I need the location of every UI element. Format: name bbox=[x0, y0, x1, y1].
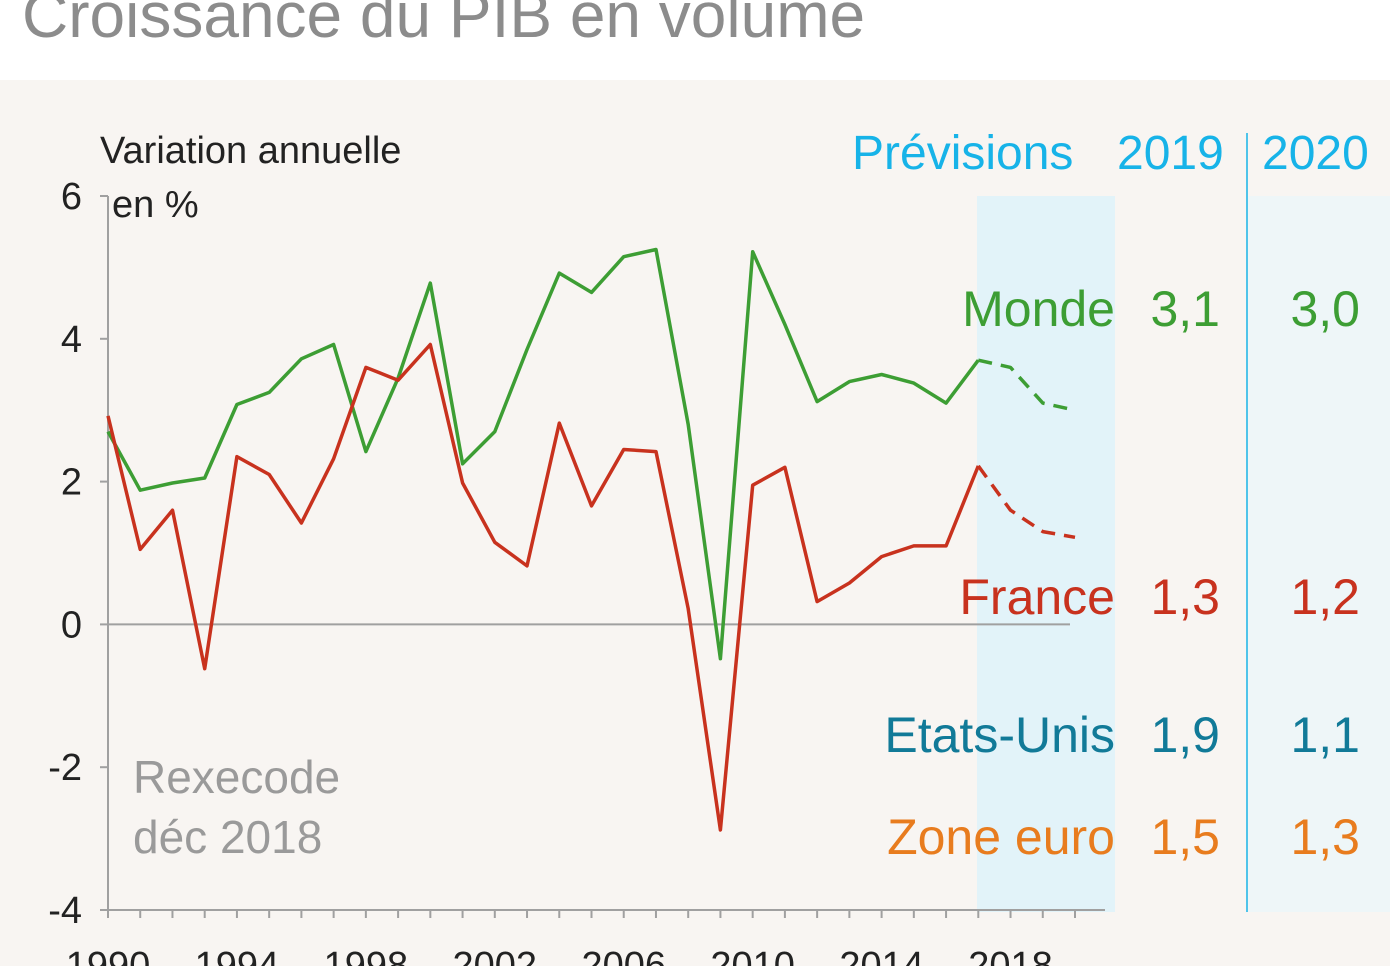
source-line1: Rexecode bbox=[133, 751, 341, 803]
series-forecast-france bbox=[976, 464, 1076, 540]
page-title: Croissance du PIB en volume bbox=[22, 0, 866, 51]
forecast-label-etats-unis: Etats-Unis bbox=[884, 707, 1115, 763]
forecast-band-2020 bbox=[1248, 196, 1390, 912]
series-forecast-monde bbox=[977, 358, 1076, 412]
y-axis-label-line2: en % bbox=[112, 184, 199, 226]
x-tick-label: 1990 bbox=[66, 945, 151, 966]
y-tick-label: -2 bbox=[48, 747, 82, 789]
series-line-monde bbox=[106, 247, 980, 661]
forecast-label-monde: Monde bbox=[962, 281, 1115, 337]
forecast-2019-etats-unis: 1,9 bbox=[1150, 707, 1220, 763]
x-tick-label: 2014 bbox=[839, 945, 924, 966]
forecast-2019-france: 1,3 bbox=[1150, 569, 1220, 625]
x-tick-label: 1994 bbox=[195, 945, 280, 966]
y-tick-label: 0 bbox=[61, 604, 82, 646]
y-axis-label-line1: Variation annuelle bbox=[100, 130, 402, 172]
forecast-band-2019 bbox=[977, 196, 1115, 912]
series-line-france bbox=[106, 342, 980, 832]
x-tick-label: 2018 bbox=[968, 945, 1053, 966]
forecast-label-france: France bbox=[959, 569, 1115, 625]
x-tick-label: 2010 bbox=[710, 945, 795, 966]
forecast-2020-etats-unis: 1,1 bbox=[1290, 707, 1360, 763]
forecast-label-zone-euro: Zone euro bbox=[887, 809, 1115, 865]
forecast-2019-zone-euro: 1,5 bbox=[1150, 809, 1220, 865]
axes: 6 4 2 0 -2 -4 1990 1994 1998 2002 2006 2010 2014 2018 bbox=[48, 176, 1105, 966]
source-line2: déc 2018 bbox=[133, 811, 323, 863]
series-layer bbox=[106, 247, 1076, 832]
y-tick-label: 6 bbox=[61, 176, 82, 218]
y-tick-label: 2 bbox=[61, 462, 82, 504]
forecast-2020-france: 1,2 bbox=[1290, 569, 1360, 625]
forecast-header-year2: 2020 bbox=[1262, 127, 1369, 180]
forecast-2020-monde: 3,0 bbox=[1290, 281, 1360, 337]
forecast-header-year1: 2019 bbox=[1117, 127, 1224, 180]
x-tick-label: 1998 bbox=[324, 945, 409, 966]
y-tick-label: 4 bbox=[61, 319, 82, 361]
forecast-header-label: Prévisions bbox=[852, 127, 1074, 180]
y-tick-label: -4 bbox=[48, 890, 82, 932]
x-tick-label: 2002 bbox=[453, 945, 538, 966]
forecast-2020-zone-euro: 1,3 bbox=[1290, 809, 1360, 865]
x-tick-label: 2006 bbox=[581, 945, 666, 966]
plot-background bbox=[0, 80, 1390, 966]
forecast-2019-monde: 3,1 bbox=[1150, 281, 1220, 337]
